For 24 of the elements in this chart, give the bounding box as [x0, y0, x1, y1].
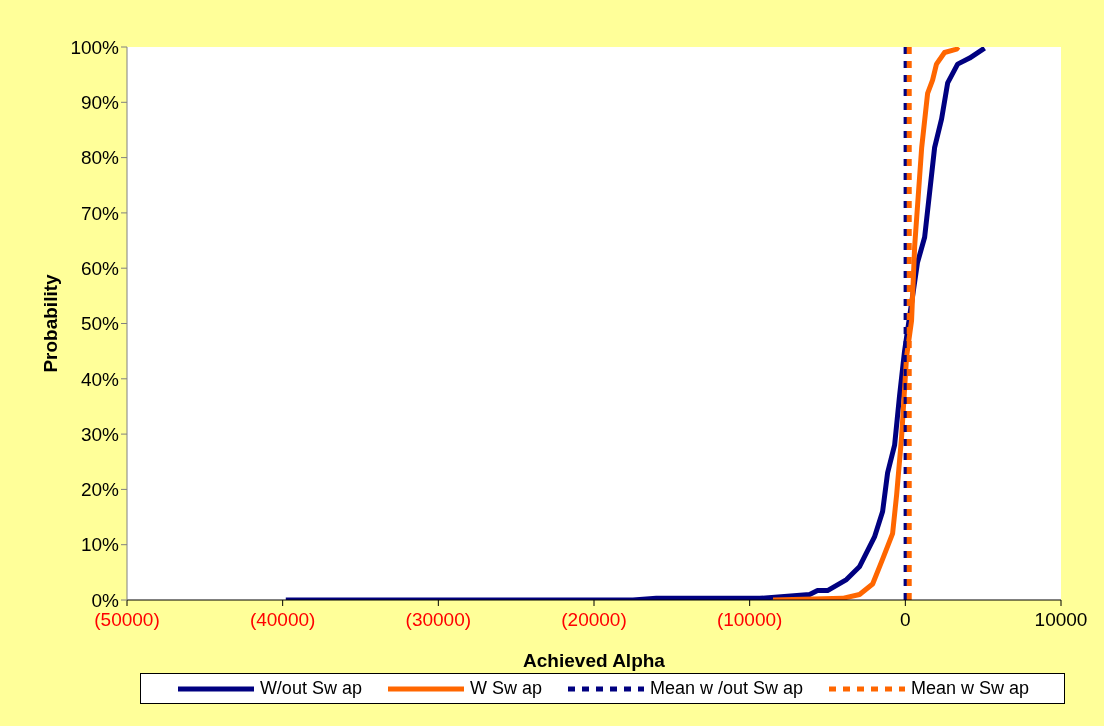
y-tick-label: 30% — [80, 423, 120, 445]
y-tick-label: 70% — [80, 202, 120, 224]
legend-label: Mean w Sw ap — [911, 678, 1030, 699]
x-tick-label: (40000) — [249, 609, 316, 630]
x-tick-label: (30000) — [405, 609, 472, 630]
y-tick-label: 80% — [80, 147, 120, 169]
y-tick-label: 0% — [91, 589, 120, 611]
y-axis-title: Probability — [39, 273, 61, 373]
y-tick-label: 20% — [80, 479, 120, 501]
x-tick-label: (10000) — [716, 609, 783, 630]
x-axis-title: Achieved Alpha — [523, 650, 666, 671]
y-tick-label: 40% — [80, 368, 120, 390]
x-tick-label: 0 — [900, 609, 911, 630]
y-tick-label: 60% — [80, 257, 120, 279]
legend-label: Mean w /out Sw ap — [649, 678, 804, 699]
y-tick-label: 50% — [80, 313, 120, 335]
x-tick-label: (50000) — [94, 609, 160, 630]
legend-label: W Sw ap — [469, 678, 542, 699]
legend-label: W/out Sw ap — [259, 678, 362, 699]
y-tick-label: 10% — [80, 534, 120, 556]
y-tick-label: 100% — [70, 36, 120, 58]
y-tick-label: 90% — [80, 92, 120, 114]
x-tick-label: 10000 — [1034, 609, 1088, 630]
x-tick-label: (20000) — [561, 609, 627, 630]
